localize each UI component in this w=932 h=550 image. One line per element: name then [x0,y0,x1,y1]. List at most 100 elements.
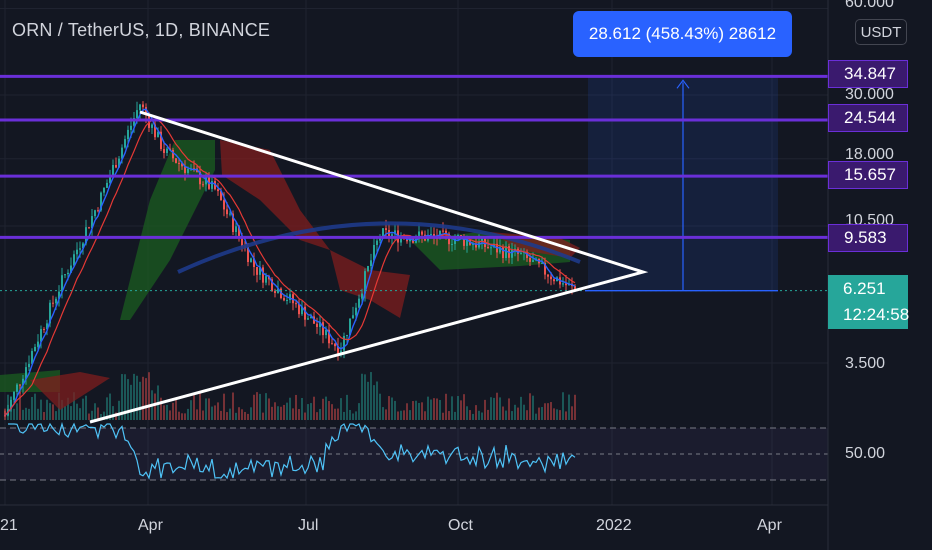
volume-bar [361,373,363,420]
volume-bar [217,402,219,420]
volume-bar [526,410,528,420]
volume-bar [55,411,57,420]
volume-bar [430,399,432,420]
currency-badge[interactable]: USDT [855,19,907,45]
candle-body [442,230,444,232]
volume-bar [475,405,477,420]
volume-bar [28,408,30,420]
candle-body [541,262,543,264]
volume-bar [439,399,441,420]
volume-bar [517,407,519,420]
volume-bar [394,400,396,420]
volume-bar [106,397,108,420]
volume-bar [571,406,573,420]
volume-bar [490,397,492,420]
candle-body [184,166,186,173]
time-tick-label: Jul [298,517,319,534]
candle-body [364,271,366,294]
volume-bar [235,412,237,420]
candle-body [112,165,114,177]
volume-bar [214,405,216,420]
candle-body [154,124,156,138]
volume-bar [124,374,126,420]
candle-body [175,158,177,163]
candle-body [31,351,33,364]
candle-body [553,279,555,282]
candle-body [445,230,447,234]
candle-body [133,117,135,126]
volume-bar [238,407,240,420]
volume-bar [529,393,531,420]
rsi-pane [0,421,828,506]
candle-body [286,300,288,302]
candle-body [295,303,297,305]
symbol-title[interactable]: ORN / TetherUS, 1D, BINANCE [12,20,271,40]
volume-bar [472,413,474,420]
candle-body [70,265,72,273]
volume-bar [145,378,147,420]
candle-body [304,306,306,320]
level-tag-15[interactable]: 15.657 [828,161,908,189]
volume-bar [421,402,423,420]
volume-bar [301,397,303,420]
countdown-tag: 12:24:58 [828,301,909,329]
volume-bar [175,397,177,420]
candle-body [28,363,30,368]
candle-body [376,240,378,245]
volume-bar [208,398,210,420]
drawings[interactable] [0,74,828,424]
volume-bar [85,395,87,420]
candle-body [565,283,567,286]
candle-body [151,124,153,128]
candle-body [199,171,201,185]
measure-label: 28.612 (458.43%) 28612 [573,11,792,57]
volume-bar [511,411,513,420]
cloud-segment [120,140,215,320]
level-tag-9[interactable]: 9.583 [828,224,908,252]
level-tag-24[interactable]: 24.544 [828,104,908,132]
cloud-segment [330,250,410,318]
candle-body [361,293,363,299]
candle-body [322,322,324,336]
candle-body [46,323,48,330]
volume-bar [271,406,273,420]
volume-bar [25,407,27,420]
candle-body [157,131,159,138]
volume-bar [94,403,96,420]
volume-bar [313,396,315,420]
volume-bar [340,398,342,420]
cloud-segment [30,372,110,410]
volume-bar [256,392,258,420]
volume-bar [388,396,390,420]
candle-body [316,323,318,327]
candle-body [544,262,546,275]
volume-bar [433,398,435,420]
volume-bar [148,372,150,420]
level-tag-34[interactable]: 34.847 [828,60,908,88]
volume-bar [568,394,570,420]
candle-body [367,266,369,272]
volume-bar [202,410,204,420]
volume-bar [283,404,285,420]
cloud-segment [220,140,330,250]
volume-bar [19,392,21,420]
volume-bar [286,402,288,420]
volume-bar [541,407,543,420]
volume-bar [334,408,336,420]
candle-body [205,177,207,185]
volume-bar [487,409,489,420]
volume-bar [292,408,294,420]
volume-bar [127,379,129,420]
volume-bar [316,412,318,420]
volume-bar [253,394,255,420]
candle-body [520,252,522,254]
candle-body [517,248,519,254]
candle-body [343,336,345,351]
volume-bar [397,411,399,420]
candle-body [349,318,351,335]
candle-body [241,237,243,247]
candle-body [202,184,204,186]
volume-bar [328,401,330,420]
volume-bar [76,403,78,420]
